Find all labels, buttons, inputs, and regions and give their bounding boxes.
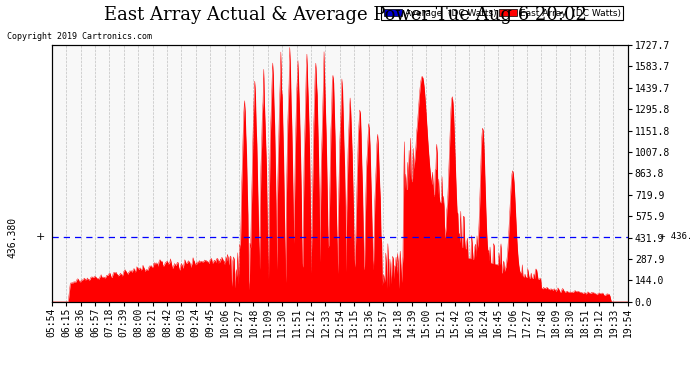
Text: Copyright 2019 Cartronics.com: Copyright 2019 Cartronics.com — [7, 32, 152, 41]
Text: East Array Actual & Average Power Tue Aug 6 20:02: East Array Actual & Average Power Tue Au… — [104, 6, 586, 24]
Legend: Average  (DC Watts), East Array  (DC Watts): Average (DC Watts), East Array (DC Watts… — [381, 6, 623, 20]
Text: + 436.380: + 436.380 — [660, 232, 690, 242]
Text: +: + — [36, 232, 45, 242]
Text: 436.380: 436.380 — [7, 216, 17, 258]
